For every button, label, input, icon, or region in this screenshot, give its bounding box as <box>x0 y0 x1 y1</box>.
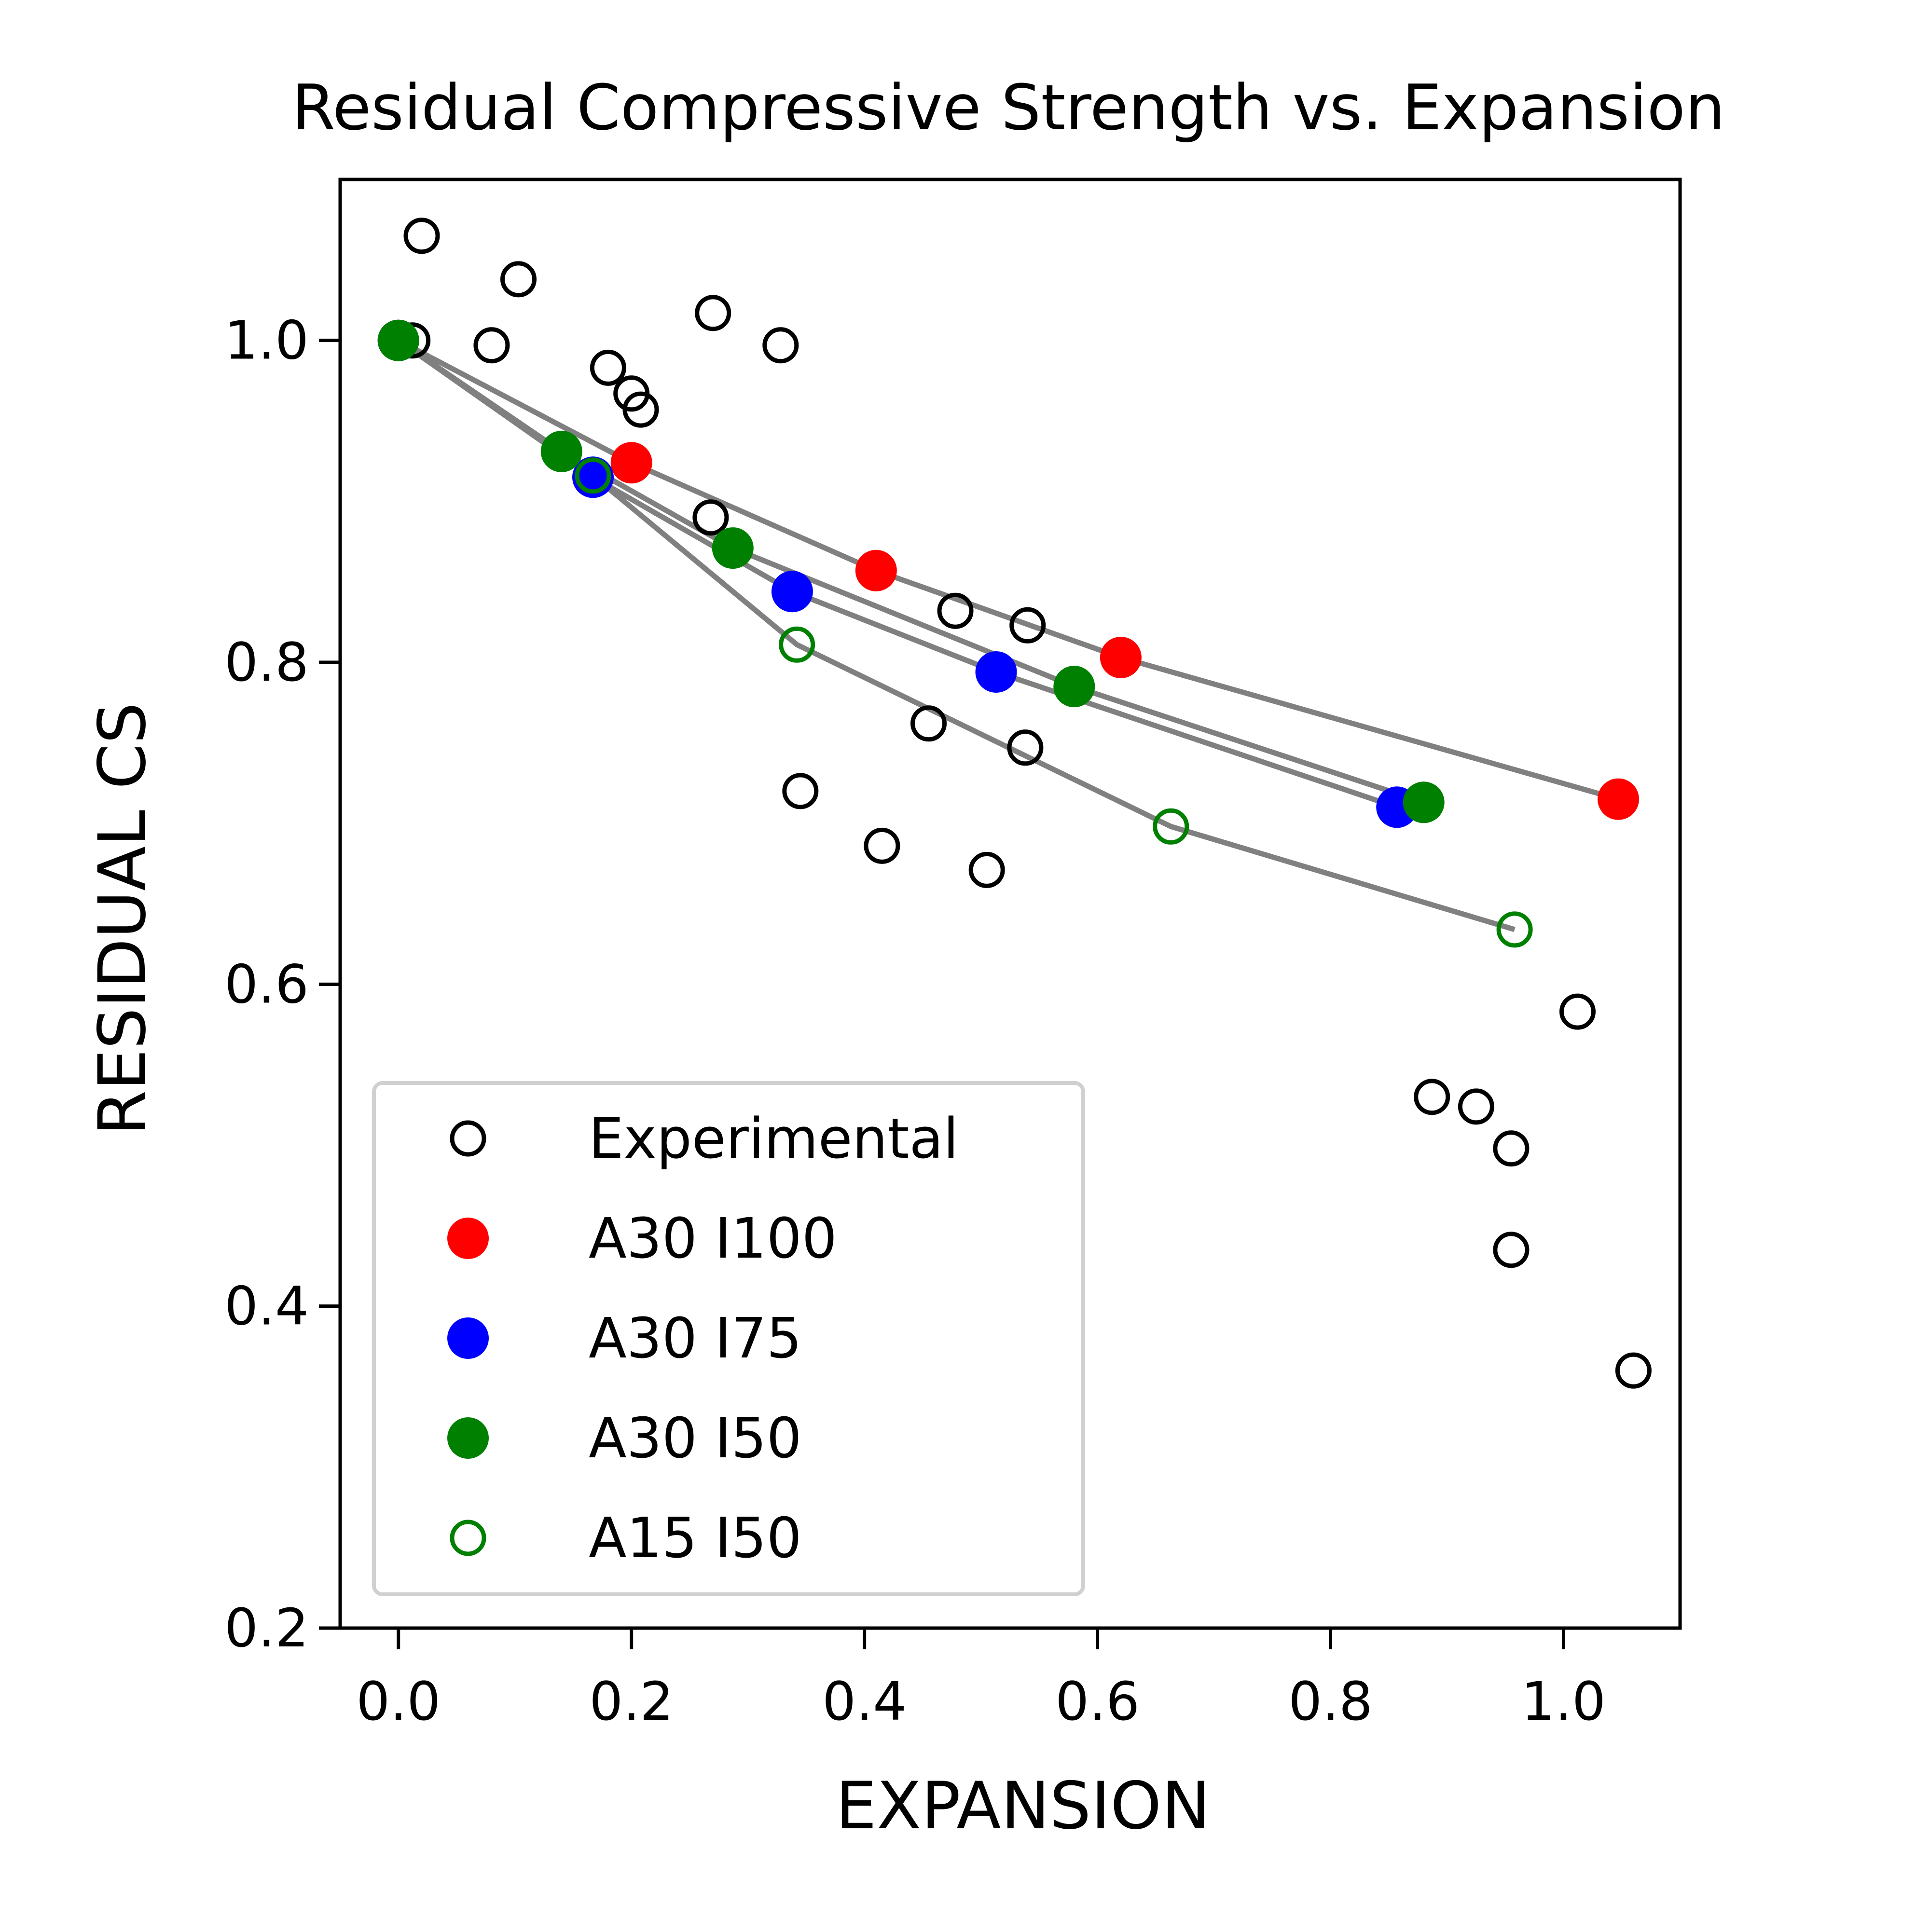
x-tick-label: 0.0 <box>356 1671 441 1732</box>
plot-area-frame <box>338 178 1682 1630</box>
data-point-experimental-16 <box>968 851 1005 888</box>
data-point-a15-i50-3 <box>1153 808 1189 845</box>
data-point-a15-i50-2 <box>779 626 815 663</box>
data-point-experimental-8 <box>622 391 659 428</box>
data-point-experimental-15 <box>864 827 900 864</box>
data-point-experimental-0 <box>403 218 440 254</box>
data-point-a30-i50-1 <box>540 430 582 472</box>
legend-marker-a30-i75 <box>447 1317 489 1359</box>
data-point-experimental-9 <box>692 499 729 536</box>
data-point-experimental-3 <box>473 327 510 364</box>
legend-marker-a15-i50 <box>450 1520 486 1556</box>
data-point-experimental-5 <box>762 327 799 364</box>
x-tick-label: 0.4 <box>822 1671 907 1732</box>
data-point-a15-i50-1 <box>575 457 611 494</box>
legend-label-a30-i75: A30 I75 <box>589 1306 802 1371</box>
data-point-experimental-21 <box>1493 1232 1530 1268</box>
y-tick-label: 0.6 <box>224 953 309 1015</box>
data-point-a30-i50-3 <box>1053 666 1095 708</box>
data-point-experimental-11 <box>1009 607 1046 644</box>
data-point-a30-i100-4 <box>1598 778 1639 820</box>
data-point-experimental-20 <box>1493 1130 1530 1167</box>
data-point-experimental-18 <box>1414 1079 1450 1115</box>
data-point-experimental-12 <box>910 705 947 742</box>
series-line-a15-i50 <box>397 338 1516 932</box>
data-point-a30-i50-2 <box>712 527 754 569</box>
data-point-a30-i75-2 <box>771 571 813 613</box>
data-point-experimental-14 <box>782 773 819 809</box>
data-point-a30-i100-1 <box>610 442 652 484</box>
legend-frame <box>372 1081 1085 1596</box>
data-point-experimental-22 <box>1615 1352 1652 1389</box>
legend-label-a15-i50: A15 I50 <box>589 1506 802 1571</box>
legend-marker-experimental <box>450 1120 486 1157</box>
data-point-experimental-6 <box>590 349 626 386</box>
y-axis-label: RESIDUAL CS <box>84 702 160 1136</box>
x-tick-label: 0.2 <box>589 1671 674 1732</box>
data-point-a30-i100-2 <box>855 549 897 591</box>
data-point-experimental-19 <box>1458 1088 1494 1125</box>
y-tick-label: 0.8 <box>224 631 309 693</box>
x-tick-label: 0.6 <box>1055 1671 1140 1732</box>
data-point-experimental-1 <box>500 261 537 298</box>
legend-marker-a30-i100 <box>447 1218 489 1259</box>
data-point-a15-i50-0 <box>380 322 417 359</box>
data-point-a30-i100-3 <box>1100 637 1142 678</box>
x-axis-label: EXPANSION <box>836 1768 1211 1844</box>
data-point-experimental-13 <box>1007 729 1044 766</box>
x-tick-label: 1.0 <box>1521 1671 1606 1732</box>
data-point-experimental-17 <box>1559 993 1596 1030</box>
data-point-a30-i75-3 <box>975 651 1017 693</box>
legend-label-experimental: Experimental <box>589 1107 959 1171</box>
y-tick-label: 1.0 <box>224 310 309 371</box>
y-tick-label: 0.2 <box>224 1597 309 1659</box>
legend-label-a30-i50: A30 I50 <box>589 1406 802 1471</box>
data-point-experimental-4 <box>695 295 731 331</box>
data-point-a15-i50-4 <box>1496 911 1533 948</box>
data-point-a30-i50-4 <box>1403 781 1445 823</box>
legend-label-a30-i100: A30 I100 <box>589 1206 837 1271</box>
x-tick-label: 0.8 <box>1288 1671 1373 1732</box>
data-point-experimental-10 <box>937 592 974 629</box>
legend-marker-a30-i50 <box>447 1417 489 1459</box>
legend: Experimental A30 I100 A30 I75 A30 I50 A15 I5… <box>372 1081 1085 1596</box>
chart-title: Residual Compressive Strength vs. Expans… <box>292 71 1725 144</box>
y-tick-label: 0.4 <box>224 1275 309 1337</box>
